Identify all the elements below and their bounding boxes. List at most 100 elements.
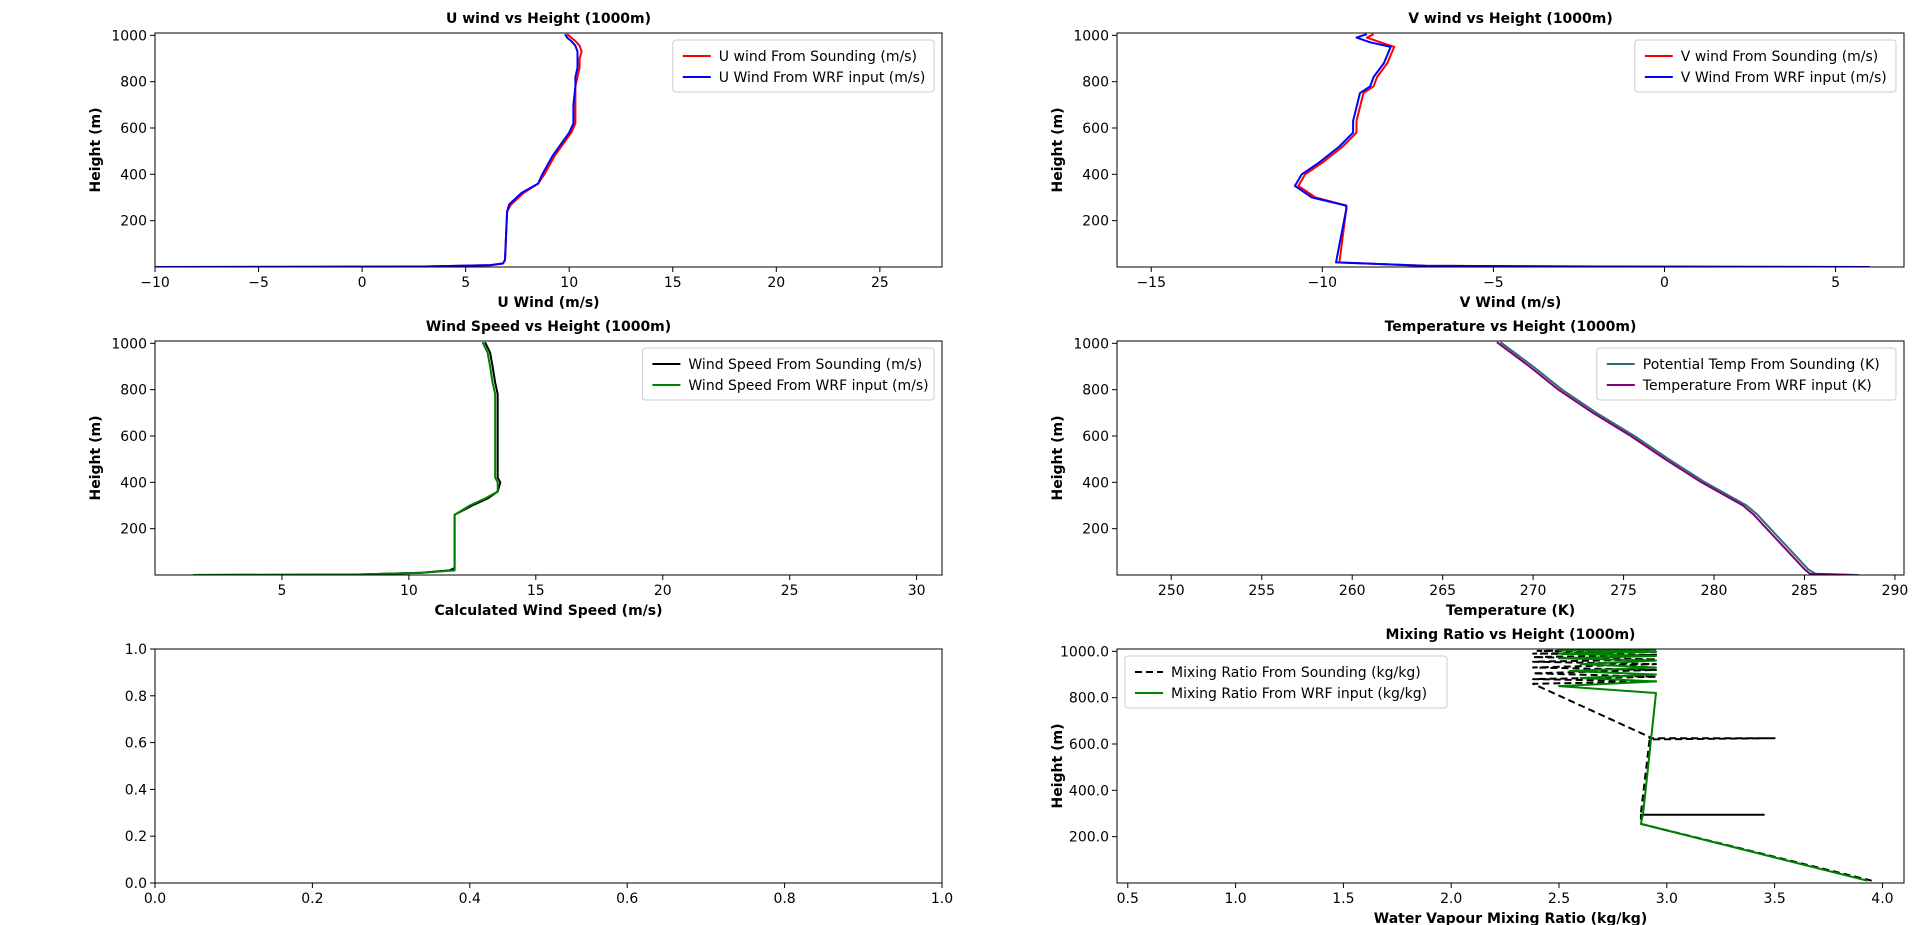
y-axis-label: Height (m)	[1050, 724, 1066, 809]
x-tick-label: 0.8	[773, 891, 795, 907]
x-tick-label: 4.0	[1871, 891, 1893, 907]
y-tick-label: 400	[120, 475, 147, 491]
legend-label: Mixing Ratio From Sounding (kg/kg)	[1171, 665, 1421, 681]
x-tick-label: 25	[781, 583, 799, 599]
x-axis-label: Calculated Wind Speed (m/s)	[434, 603, 662, 619]
y-tick-label: 200	[120, 214, 147, 230]
legend: Potential Temp From Sounding (K) Temperat…	[1596, 347, 1897, 401]
x-tick-label: 5	[461, 275, 470, 291]
x-tick-label: −15	[1136, 275, 1166, 291]
x-tick-label: 5	[1831, 275, 1840, 291]
y-tick-label: 1000	[1073, 336, 1109, 352]
x-tick-label: 25	[871, 275, 889, 291]
x-tick-label: 5	[277, 583, 286, 599]
x-tick-label: 290	[1882, 583, 1909, 599]
y-tick-label: 1000	[1073, 28, 1109, 44]
series-line-5-1	[1558, 649, 1868, 882]
legend-label: V Wind From WRF input (m/s)	[1681, 70, 1887, 86]
y-tick-label: 600	[1082, 429, 1109, 445]
series-line-0-0	[155, 33, 583, 267]
chart-panel-2: 5 10 15 20 25 30 200 400 600 800 1000 Wind Speed vs…	[88, 319, 943, 619]
legend-label: Mixing Ratio From WRF input (kg/kg)	[1171, 686, 1427, 702]
x-tick-label: 15	[664, 275, 682, 291]
y-tick-label: 200	[1082, 214, 1109, 230]
x-tick-label: 270	[1520, 583, 1547, 599]
y-tick-label: 1000	[111, 28, 147, 44]
x-tick-label: 0.6	[616, 891, 638, 907]
legend: Mixing Ratio From Sounding (kg/kg) Mixing…	[1124, 655, 1448, 709]
axes-frame	[1116, 648, 1905, 884]
y-tick-label: 200	[120, 522, 147, 538]
legend-label: Potential Temp From Sounding (K)	[1643, 357, 1880, 373]
y-axis-label: Height (m)	[88, 108, 104, 193]
x-tick-label: 0	[358, 275, 367, 291]
legend-box	[672, 39, 935, 93]
x-tick-label: 0.4	[459, 891, 481, 907]
chart-title: Wind Speed vs Height (1000m)	[426, 319, 671, 335]
y-tick-label: 600	[120, 429, 147, 445]
x-axis-label: U Wind (m/s)	[497, 295, 599, 311]
chart-panel-3: 250 255 260 265 270 275 280 285 290 200 400 600 800 1…	[1050, 319, 1908, 619]
y-tick-label: 400	[120, 167, 147, 183]
axes-frame	[154, 32, 943, 268]
x-tick-label: 1.0	[931, 891, 953, 907]
y-tick-label: 400	[1082, 475, 1109, 491]
series-line-2-1	[193, 341, 499, 575]
legend: V wind From Sounding (m/s) V Wind From WR…	[1634, 39, 1897, 93]
x-tick-label: 10	[560, 275, 578, 291]
chart-title: U wind vs Height (1000m)	[446, 11, 651, 27]
chart-panel-4: 0.0 0.2 0.4 0.6 0.8 1.0 0.0 0.2 0.4 0.6 0.8 1.0	[125, 642, 953, 907]
x-tick-label: 1.0	[1224, 891, 1246, 907]
y-tick-label: 600	[1082, 121, 1109, 137]
legend-box	[641, 347, 935, 401]
series-line-0-1	[155, 33, 579, 267]
axes-frame	[154, 648, 943, 884]
y-axis-label: Height (m)	[1050, 416, 1066, 501]
axes-frame	[1116, 340, 1905, 576]
legend-label: U wind From Sounding (m/s)	[719, 49, 917, 65]
legend-label: V wind From Sounding (m/s)	[1681, 49, 1878, 65]
y-tick-label: 1000.0	[1060, 644, 1109, 660]
y-tick-label: 400	[1082, 167, 1109, 183]
y-tick-label: 0.0	[125, 876, 147, 892]
y-tick-label: 1.0	[125, 642, 147, 658]
series-line-3-1	[1496, 341, 1850, 575]
legend-box	[1634, 39, 1897, 93]
x-axis-label: Temperature (K)	[1446, 603, 1575, 619]
x-tick-label: −5	[1483, 275, 1504, 291]
axes-frame	[1116, 32, 1905, 268]
series-line-1-0	[1297, 33, 1870, 267]
x-tick-label: 0.2	[301, 891, 323, 907]
chart-panel-5: 0.5 1.0 1.5 2.0 2.5 3.0 3.5 4.0 200.0 400.0 600.0 8…	[1050, 627, 1905, 925]
legend-label: Temperature From WRF input (K)	[1642, 378, 1872, 394]
axes-frame	[154, 340, 943, 576]
y-tick-label: 600	[120, 121, 147, 137]
x-tick-label: 3.0	[1656, 891, 1678, 907]
x-tick-label: 20	[767, 275, 785, 291]
y-axis-label: Height (m)	[88, 416, 104, 501]
chart-panel-0: −10 −5 0 5 10 15 20 25 200 400 600 800 1000 U wind vs…	[88, 11, 943, 311]
chart-panel-1: −15 −10 −5 0 5 200 400 600 800 1000 V wind vs Heig…	[1050, 11, 1905, 311]
legend-label: U Wind From WRF input (m/s)	[719, 70, 926, 86]
chart-title: Temperature vs Height (1000m)	[1385, 319, 1637, 335]
chart-title: Mixing Ratio vs Height (1000m)	[1386, 627, 1636, 643]
y-tick-label: 800	[120, 75, 147, 91]
x-tick-label: 30	[908, 583, 926, 599]
x-tick-label: 250	[1158, 583, 1185, 599]
legend: Wind Speed From Sounding (m/s) Wind Speed…	[641, 347, 935, 401]
x-axis-label: V Wind (m/s)	[1460, 295, 1562, 311]
x-tick-label: 3.5	[1763, 891, 1785, 907]
x-axis-label: Water Vapour Mixing Ratio (kg/kg)	[1374, 911, 1647, 925]
y-axis-label: Height (m)	[1050, 108, 1066, 193]
x-tick-label: 265	[1429, 583, 1456, 599]
x-tick-label: −10	[140, 275, 170, 291]
x-tick-label: 0	[1660, 275, 1669, 291]
y-tick-label: 800	[1082, 383, 1109, 399]
y-tick-label: 800.0	[1069, 691, 1109, 707]
series-line-1-1	[1293, 33, 1870, 267]
x-tick-label: 280	[1701, 583, 1728, 599]
y-tick-label: 0.4	[125, 782, 147, 798]
legend-box	[1596, 347, 1897, 401]
series-line-3-0	[1499, 341, 1859, 575]
